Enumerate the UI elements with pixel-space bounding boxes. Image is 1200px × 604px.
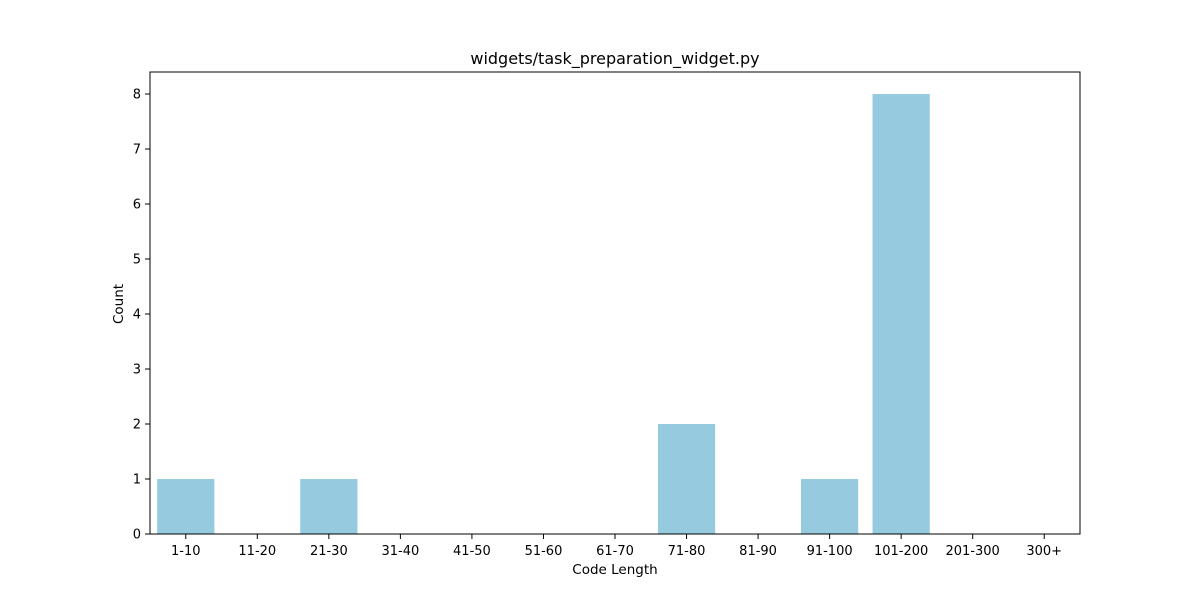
y-axis-label: Count	[111, 284, 127, 324]
x-tick-label: 300+	[1026, 544, 1062, 559]
x-tick-label: 41-50	[453, 544, 491, 559]
y-tick-label: 6	[133, 198, 141, 213]
plot-frame	[149, 71, 1081, 535]
x-tick-label: 31-40	[381, 544, 419, 559]
bar-1-10	[157, 479, 215, 534]
x-tick-label: 91-100	[807, 544, 853, 559]
x-tick-label: 61-70	[596, 544, 634, 559]
x-tick-label: 71-80	[668, 544, 706, 559]
y-axis: 0 1 2 3 4 5 6 7 8	[133, 88, 150, 543]
x-tick-label: 81-90	[739, 544, 777, 559]
y-tick-label: 5	[133, 253, 141, 268]
bar-71-80	[657, 424, 716, 534]
x-tick-label: 201-300	[946, 544, 1000, 559]
bar-91-100	[801, 479, 859, 534]
bar-21-30	[300, 479, 358, 534]
y-tick-label: 1	[133, 473, 141, 488]
y-tick-label: 4	[133, 308, 141, 323]
x-tick-label: 21-30	[310, 544, 348, 559]
bar-101-200	[872, 94, 930, 534]
x-axis-label: Code Length	[572, 562, 657, 578]
x-tick-label: 51-60	[525, 544, 563, 559]
y-tick-label: 8	[133, 88, 141, 103]
y-tick-label: 3	[133, 363, 141, 378]
x-tick-label: 11-20	[238, 544, 276, 559]
y-tick-label: 7	[133, 143, 141, 158]
chart-title: widgets/task_preparation_widget.py	[470, 49, 759, 69]
bars-layer	[157, 94, 930, 534]
x-axis: 1-10 11-20 21-30 31-40 41-50 51-60 61-70 71-80 8…	[171, 534, 1062, 559]
y-tick-label: 2	[133, 418, 141, 433]
x-tick-label: 101-200	[874, 544, 928, 559]
x-tick-label: 1-10	[171, 544, 201, 559]
y-tick-label: 0	[133, 528, 141, 543]
